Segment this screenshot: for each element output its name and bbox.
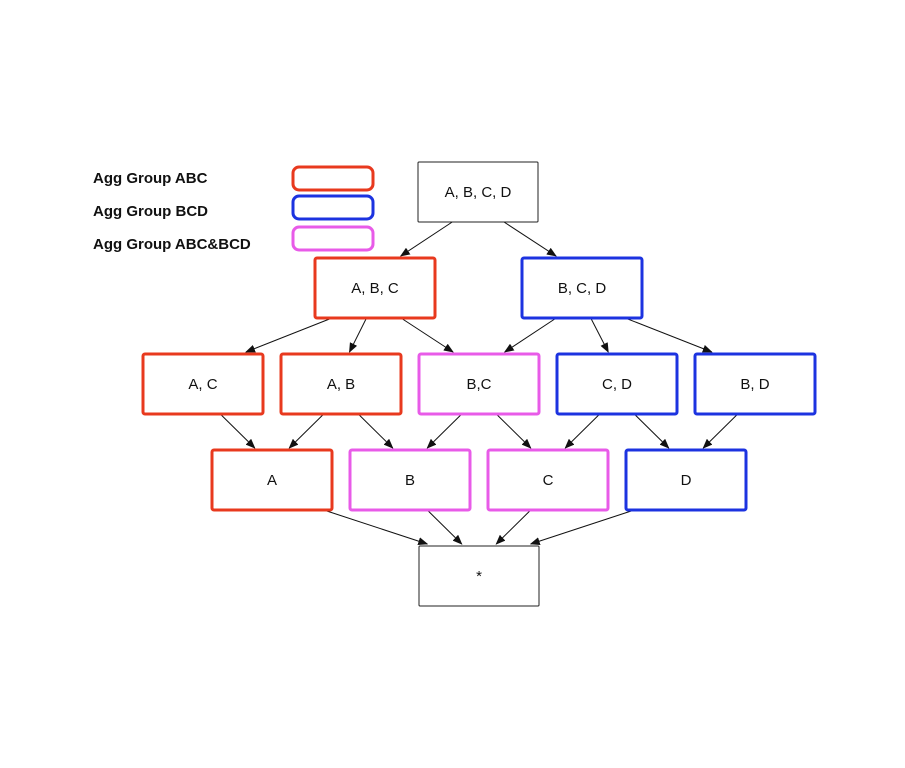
node-box <box>313 256 437 320</box>
node-ac: A, C <box>141 352 265 416</box>
node-label: A, C <box>188 376 217 393</box>
edge-bc-b <box>426 413 463 449</box>
node-c: C <box>486 448 610 512</box>
node-bcd: B, C, D <box>520 256 644 320</box>
node-d: D <box>624 448 748 512</box>
edge-bc-c <box>495 413 532 449</box>
edge-a-star <box>323 509 429 545</box>
node-b: B <box>348 448 472 512</box>
edge-cd-c <box>564 413 601 449</box>
edge-cd-d <box>633 413 670 449</box>
node-box <box>141 352 265 416</box>
edge-ab-b <box>357 413 394 449</box>
edge-abc-ab <box>349 317 367 353</box>
node-label: * <box>476 568 482 585</box>
node-box <box>520 256 644 320</box>
node-star: * <box>418 545 540 607</box>
edge-abcd-abc <box>399 221 453 257</box>
node-box <box>555 352 679 416</box>
node-box <box>693 352 817 416</box>
node-box <box>624 448 748 512</box>
node-box <box>417 161 539 223</box>
edge-abc-ac <box>245 317 333 353</box>
node-box <box>210 448 334 512</box>
node-abc: A, B, C <box>313 256 437 320</box>
legend-swatch-abc <box>291 165 375 192</box>
edge-ab-a <box>288 413 325 449</box>
edge-bcd-bd <box>625 317 713 353</box>
edge-ac-a <box>219 413 256 449</box>
node-label: B, D <box>740 376 769 393</box>
node-bd: B, D <box>693 352 817 416</box>
legend-label-abc-bcd: Agg Group ABC&BCD <box>93 236 251 253</box>
legend-swatch-bcd <box>291 194 375 221</box>
legend-label-abc: Agg Group ABC <box>93 170 208 187</box>
node-label: A, B, C <box>351 280 399 297</box>
edge-abc-bc <box>400 317 454 353</box>
edge-bcd-bc <box>503 317 557 353</box>
node-label: D <box>681 472 692 489</box>
node-bc: B,C <box>417 352 541 416</box>
legend-swatch-abc-bcd <box>291 225 375 252</box>
edge-d-star <box>529 509 635 545</box>
node-label: C <box>543 472 554 489</box>
node-box <box>279 352 403 416</box>
node-label: B, C, D <box>558 280 607 297</box>
edge-bd-d <box>702 413 739 449</box>
node-box <box>348 448 472 512</box>
node-a: A <box>210 448 334 512</box>
edge-b-star <box>426 509 463 545</box>
node-label: A <box>267 472 277 489</box>
legend-label-bcd: Agg Group BCD <box>93 203 208 220</box>
node-cd: C, D <box>555 352 679 416</box>
edge-abcd-bcd <box>503 221 557 257</box>
node-label: B <box>405 472 415 489</box>
node-label: B,C <box>466 376 491 393</box>
node-ab: A, B <box>279 352 403 416</box>
edge-c-star <box>495 509 532 545</box>
node-box <box>417 352 541 416</box>
node-label: A, B <box>327 376 355 393</box>
node-abcd: A, B, C, D <box>417 161 539 223</box>
node-box <box>418 545 540 607</box>
edge-bcd-cd <box>590 317 609 353</box>
node-box <box>486 448 610 512</box>
node-label: C, D <box>602 376 632 393</box>
node-label: A, B, C, D <box>445 184 512 201</box>
